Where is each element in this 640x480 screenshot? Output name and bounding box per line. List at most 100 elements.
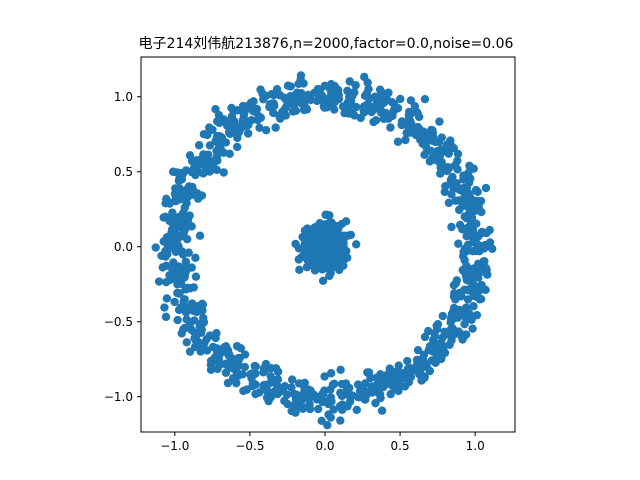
data-point — [310, 88, 319, 98]
data-point — [165, 199, 174, 208]
data-point — [432, 351, 441, 360]
data-point — [283, 399, 292, 409]
data-point — [330, 105, 339, 114]
data-point — [439, 346, 448, 355]
data-point — [448, 172, 457, 182]
data-point — [172, 168, 181, 177]
data-point — [253, 115, 262, 125]
data-point — [462, 232, 471, 241]
data-point — [182, 338, 191, 347]
data-point — [191, 272, 201, 281]
data-point — [404, 372, 413, 381]
y-axis: −1.0 −0.5 0.0 0.5 1.0 — [104, 90, 141, 404]
data-point — [182, 315, 191, 324]
data-point — [435, 117, 444, 126]
data-point — [351, 240, 361, 249]
data-point — [462, 303, 471, 312]
data-point — [472, 310, 482, 320]
data-point — [481, 183, 491, 193]
data-point — [304, 253, 313, 262]
data-point — [296, 71, 306, 80]
data-point — [294, 79, 303, 89]
data-point — [418, 355, 428, 365]
data-point — [320, 81, 329, 91]
data-point — [422, 362, 431, 372]
data-point — [175, 183, 184, 193]
data-point — [186, 303, 195, 313]
data-point — [221, 360, 231, 369]
data-point — [371, 398, 380, 408]
data-point — [187, 222, 196, 231]
data-point — [154, 277, 164, 286]
data-point — [283, 81, 293, 90]
data-point — [449, 303, 459, 313]
data-point — [461, 330, 471, 339]
data-point — [183, 283, 193, 293]
data-point — [321, 256, 331, 265]
data-point — [403, 356, 412, 366]
data-point — [469, 302, 478, 311]
data-point — [318, 240, 327, 249]
data-point — [444, 149, 453, 158]
data-point — [327, 79, 336, 89]
chart-title: 电子214刘伟航213876,n=2000,factor=0.0,noise=0… — [139, 36, 514, 52]
data-point — [437, 133, 446, 142]
data-point — [320, 228, 329, 237]
data-point — [278, 385, 288, 395]
data-point — [177, 329, 186, 338]
data-point — [294, 255, 303, 264]
x-tick-label: −0.5 — [235, 439, 264, 453]
data-point — [320, 262, 330, 272]
data-point — [191, 253, 200, 263]
data-point — [175, 232, 185, 242]
data-point — [211, 352, 220, 362]
data-point — [211, 333, 220, 343]
data-point — [314, 404, 323, 414]
data-point — [379, 380, 389, 389]
data-point — [326, 413, 335, 422]
data-point — [420, 150, 429, 160]
data-point — [267, 377, 276, 387]
data-point — [298, 404, 307, 413]
data-point — [424, 326, 433, 336]
data-point — [259, 364, 269, 373]
data-point — [212, 132, 222, 142]
data-point — [175, 289, 184, 298]
data-point — [185, 211, 194, 220]
data-point — [174, 272, 184, 281]
data-point — [291, 106, 301, 115]
data-point — [361, 379, 370, 388]
data-point — [386, 123, 395, 132]
data-point — [336, 416, 345, 425]
data-point — [367, 382, 377, 391]
data-point — [471, 185, 481, 195]
data-point — [255, 388, 264, 397]
data-point — [356, 113, 365, 123]
data-point — [317, 95, 327, 105]
data-point — [173, 315, 182, 325]
data-point — [360, 91, 370, 101]
data-point — [372, 373, 381, 382]
data-point — [161, 312, 171, 322]
data-point — [216, 148, 225, 157]
data-point — [275, 90, 285, 100]
data-point — [397, 120, 406, 130]
data-point — [221, 138, 231, 147]
data-point — [227, 112, 237, 121]
data-point — [184, 248, 193, 257]
data-point — [477, 207, 486, 217]
data-point — [391, 369, 400, 379]
data-point — [161, 246, 170, 256]
data-point — [385, 376, 395, 386]
data-point — [167, 235, 177, 244]
data-point — [463, 295, 473, 304]
data-point — [291, 399, 300, 409]
data-point — [198, 306, 207, 315]
data-point — [377, 406, 387, 415]
data-point — [300, 239, 310, 248]
data-point — [338, 405, 347, 414]
data-point — [327, 89, 336, 98]
data-point — [185, 347, 195, 356]
data-points — [151, 71, 497, 430]
